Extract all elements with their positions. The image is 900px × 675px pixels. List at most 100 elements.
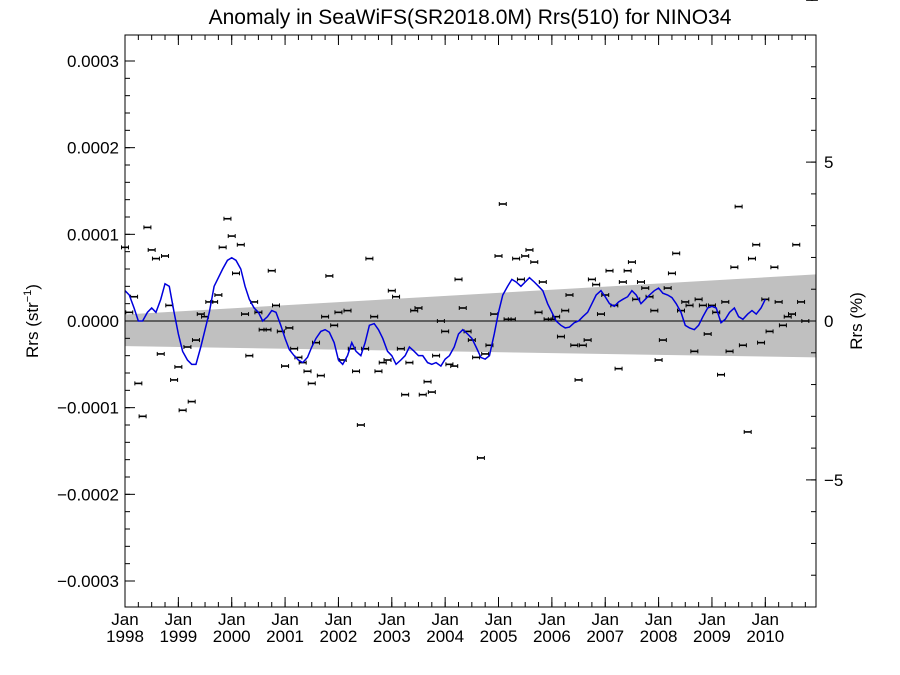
uncertainty-band-layer <box>125 274 816 358</box>
anomaly-point <box>534 310 543 315</box>
y2-tick-label: −5 <box>824 471 843 490</box>
anomaly-point <box>325 273 334 278</box>
anomaly-point <box>516 277 525 282</box>
y2-axis-title: Rrs (%) <box>847 292 866 350</box>
anomaly-point <box>725 349 734 354</box>
anomaly-point <box>263 327 272 332</box>
anomaly-point <box>774 299 783 304</box>
chart-title: Anomaly in SeaWiFS(SR2018.0M) Rrs(510) f… <box>209 6 732 29</box>
anomaly-point <box>418 392 427 397</box>
anomaly-point <box>498 202 507 206</box>
anomaly-point <box>427 390 436 395</box>
anomaly-point <box>432 353 441 358</box>
anomaly-point <box>797 299 806 304</box>
x-tick-year: 2001 <box>266 627 304 646</box>
y2-tick-label: 5 <box>824 153 833 172</box>
anomaly-point <box>396 346 405 351</box>
x-tick-month: Jan <box>485 610 512 629</box>
x-tick-year: 2008 <box>640 627 678 646</box>
anomaly-point <box>592 282 601 287</box>
anomaly-point <box>658 338 667 343</box>
anomaly-point <box>125 310 134 315</box>
anomaly-point <box>321 314 330 319</box>
monthly-anomaly-points <box>121 0 818 460</box>
anomaly-point <box>512 256 521 261</box>
anomaly-point <box>170 377 179 382</box>
x-tick-month: Jan <box>698 610 725 629</box>
anomaly-point <box>561 308 570 313</box>
anomaly-point <box>783 314 792 319</box>
x-tick-year: 2003 <box>373 627 411 646</box>
x-tick-month: Jan <box>218 610 245 629</box>
anomaly-point <box>370 314 379 319</box>
anomaly-point <box>285 325 294 330</box>
anomaly-point <box>792 242 801 247</box>
anomaly-point <box>138 414 147 419</box>
y-tick-label: 0.0003 <box>67 52 119 71</box>
anomaly-point <box>458 306 467 310</box>
anomaly-point <box>605 268 614 273</box>
x-tick-month: Jan <box>111 610 138 629</box>
y-axis-title: Rrs (str−1) <box>22 284 42 358</box>
y-tick-label: 0.0001 <box>67 225 119 244</box>
anomaly-point <box>476 455 485 460</box>
x-tick-month: Jan <box>325 610 352 629</box>
anomaly-point <box>383 358 392 362</box>
anomaly-point <box>378 360 387 365</box>
anomaly-point <box>414 306 423 310</box>
y2-tick-label: 0 <box>824 312 833 331</box>
anomaly-point <box>454 277 463 282</box>
anomaly-point <box>183 345 192 349</box>
anomaly-point <box>690 349 699 354</box>
anomaly-point <box>343 308 352 313</box>
x-tick-year: 2002 <box>320 627 358 646</box>
anomaly-point <box>712 310 721 315</box>
anomaly-point <box>436 319 445 323</box>
anomaly-point <box>672 251 681 256</box>
x-tick-month: Jan <box>271 610 298 629</box>
anomaly-point <box>472 355 481 360</box>
anomaly-point <box>161 254 170 258</box>
y-tick-label: 0.0002 <box>67 139 119 158</box>
anomaly-point <box>757 340 766 345</box>
anomaly-point <box>241 312 250 317</box>
anomaly-point <box>374 369 383 374</box>
anomaly-point <box>556 334 565 339</box>
anomaly-point <box>636 280 645 284</box>
anomaly-point <box>601 293 610 297</box>
x-tick-year: 2009 <box>693 627 731 646</box>
anomaly-point <box>596 312 605 317</box>
running-mean-line <box>124 256 766 368</box>
anomaly-point <box>618 280 627 284</box>
uncertainty-band <box>125 274 816 358</box>
x-tick-year: 2007 <box>586 627 624 646</box>
anomaly-point <box>467 338 476 343</box>
anomaly-point <box>423 379 432 384</box>
anomaly-point <box>752 242 761 247</box>
anomaly-point <box>236 242 245 247</box>
anomaly-point <box>587 277 596 282</box>
anomaly-point <box>214 293 223 297</box>
anomaly-point <box>778 323 787 328</box>
anomaly-point <box>267 268 276 273</box>
anomaly-point <box>330 323 339 328</box>
anomaly-point <box>578 343 587 348</box>
anomaly-point <box>685 303 694 308</box>
anomaly-point <box>507 317 516 322</box>
anomaly-point <box>187 399 196 404</box>
anomaly-point <box>565 293 574 297</box>
anomaly-point <box>191 338 200 343</box>
anomaly-point <box>410 308 419 313</box>
anomaly-point <box>538 280 547 284</box>
x-tick-year: 1998 <box>106 627 144 646</box>
anomaly-point <box>156 351 165 356</box>
anomaly-point <box>174 364 183 369</box>
anomaly-point <box>770 265 779 270</box>
anomaly-point <box>525 247 534 252</box>
y-tick-label: −0.0003 <box>57 572 119 591</box>
x-tick-month: Jan <box>592 610 619 629</box>
anomaly-point <box>196 312 205 317</box>
running-mean-layer <box>124 256 766 368</box>
anomaly-point <box>165 303 174 308</box>
anomaly-point <box>698 303 707 308</box>
